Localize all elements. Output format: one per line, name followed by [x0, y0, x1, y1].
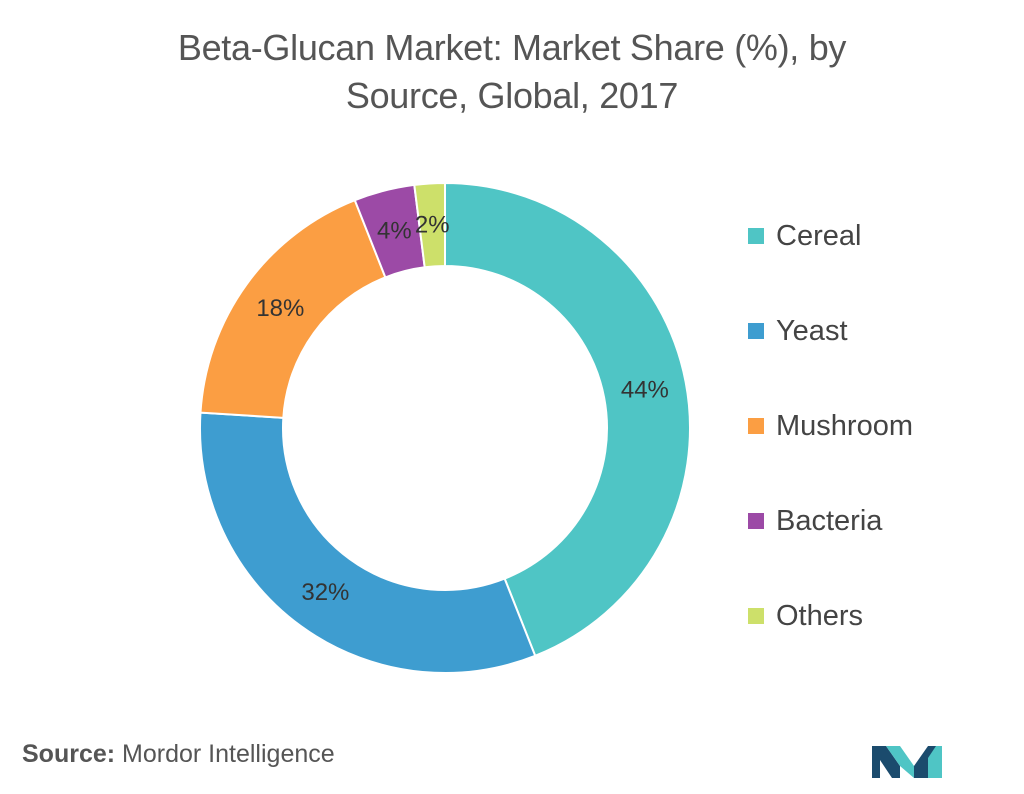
legend-label-yeast: Yeast: [776, 314, 848, 347]
legend-item-others: Others: [748, 596, 863, 636]
legend-label-cereal: Cereal: [776, 219, 862, 252]
legend-swatch-yeast: [748, 323, 764, 339]
data-label-bacteria: 4%: [377, 217, 412, 244]
source-prefix: Source:: [22, 740, 116, 768]
data-label-yeast: 32%: [301, 579, 349, 606]
data-label-others: 2%: [415, 211, 450, 238]
data-label-cereal: 44%: [621, 376, 669, 403]
legend-item-bacteria: Bacteria: [748, 501, 882, 541]
legend-swatch-cereal: [748, 228, 764, 244]
mordor-intelligence-logo-icon: [872, 746, 942, 778]
chart-title: Beta-Glucan Market: Market Share (%), by…: [112, 24, 912, 120]
legend-label-bacteria: Bacteria: [776, 504, 883, 537]
legend-item-cereal: Cereal: [748, 216, 861, 256]
source-credit: Source: Mordor Intelligence: [22, 740, 335, 769]
slice-others: [413, 181, 446, 269]
legend-swatch-mushroom: [748, 418, 764, 434]
legend-item-yeast: Yeast: [748, 311, 848, 351]
slice-yeast: [199, 411, 537, 674]
legend-label-mushroom: Mushroom: [776, 409, 913, 442]
chart-title-line-2: Source, Global, 2017: [345, 75, 679, 116]
chart-title-line-1: Beta-Glucan Market: Market Share (%), by: [177, 27, 847, 68]
legend-item-mushroom: Mushroom: [748, 406, 913, 446]
legend-swatch-bacteria: [748, 513, 764, 529]
data-label-mushroom: 18%: [256, 295, 304, 322]
slice-cereal: [444, 181, 691, 658]
legend-label-others: Others: [776, 599, 864, 632]
source-text: Mordor Intelligence: [122, 740, 335, 768]
legend-swatch-others: [748, 608, 764, 624]
